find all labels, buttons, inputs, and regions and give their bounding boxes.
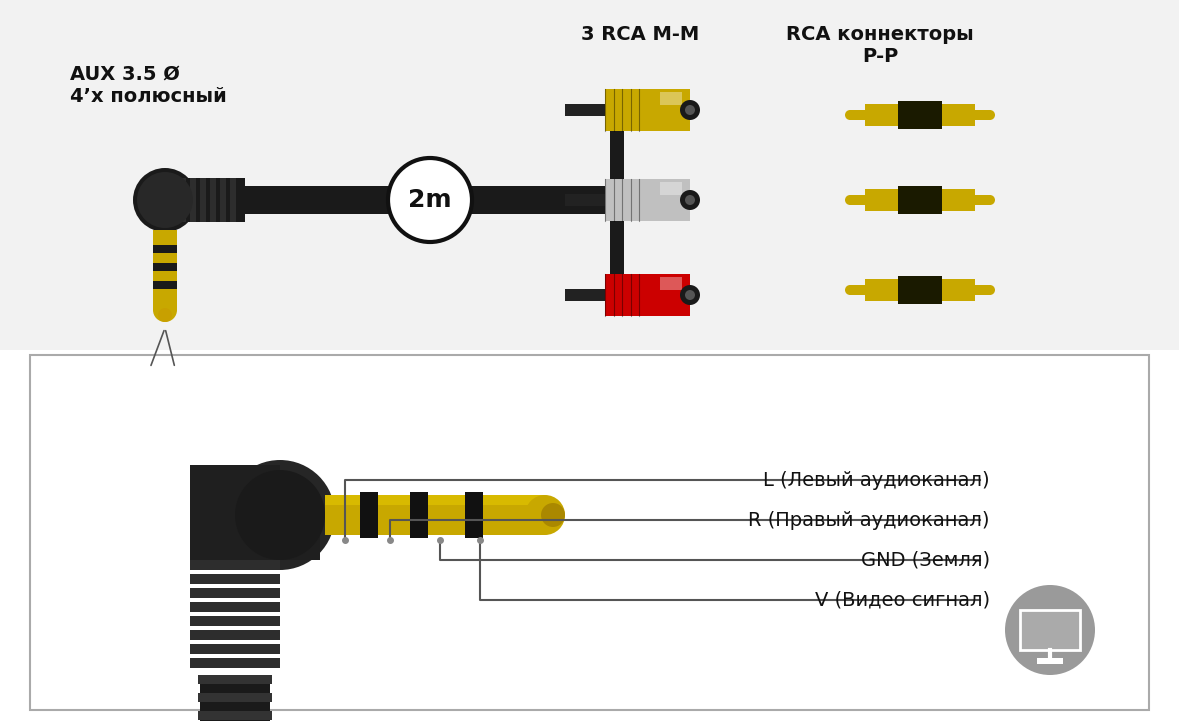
Bar xyxy=(190,658,279,668)
Bar xyxy=(190,574,279,584)
Bar xyxy=(29,355,1150,710)
Bar xyxy=(200,178,206,222)
Text: RCA коннекторы
Р-Р: RCA коннекторы Р-Р xyxy=(786,25,974,66)
Bar xyxy=(605,179,647,221)
Bar xyxy=(472,186,612,214)
Bar xyxy=(850,285,865,295)
Bar xyxy=(190,630,279,640)
Text: R (Правый аудиоканал): R (Правый аудиоканал) xyxy=(749,510,990,529)
Circle shape xyxy=(984,195,995,205)
Bar xyxy=(190,616,279,626)
Circle shape xyxy=(680,285,700,305)
Text: 2m: 2m xyxy=(408,188,452,212)
Text: GND (Земля): GND (Земля) xyxy=(861,551,990,570)
Bar xyxy=(243,186,593,214)
Bar xyxy=(465,492,483,538)
Bar xyxy=(975,195,990,205)
Bar xyxy=(200,675,270,721)
Bar xyxy=(610,105,624,305)
Bar xyxy=(170,178,176,222)
Circle shape xyxy=(685,290,694,300)
Bar xyxy=(865,104,898,126)
Bar xyxy=(610,190,680,210)
Bar xyxy=(190,588,279,598)
Text: V (Видео сигнал): V (Видео сигнал) xyxy=(815,590,990,609)
Circle shape xyxy=(541,503,565,527)
Circle shape xyxy=(845,110,855,120)
Bar xyxy=(190,644,279,654)
Bar xyxy=(210,178,216,222)
Circle shape xyxy=(685,105,694,115)
Bar xyxy=(0,0,1179,350)
Bar xyxy=(198,711,272,720)
Circle shape xyxy=(235,470,325,560)
Circle shape xyxy=(225,460,335,570)
Circle shape xyxy=(158,308,172,322)
Bar xyxy=(1020,610,1080,650)
Bar xyxy=(647,179,690,221)
Bar xyxy=(865,189,898,211)
Circle shape xyxy=(845,285,855,295)
Bar xyxy=(153,263,177,271)
Bar xyxy=(565,104,605,116)
Bar xyxy=(190,178,196,222)
Bar xyxy=(180,178,186,222)
Text: L (Левый аудиоканал): L (Левый аудиоканал) xyxy=(763,471,990,490)
Bar xyxy=(198,693,272,702)
Bar xyxy=(605,274,647,316)
Circle shape xyxy=(133,168,197,232)
Circle shape xyxy=(680,190,700,210)
Bar xyxy=(610,100,680,120)
Bar xyxy=(410,492,428,538)
Bar xyxy=(360,492,378,538)
Bar xyxy=(975,110,990,120)
Bar xyxy=(898,276,942,304)
Bar xyxy=(190,560,279,570)
Bar xyxy=(220,178,226,222)
Bar xyxy=(975,285,990,295)
Bar xyxy=(660,92,681,105)
Bar xyxy=(610,186,624,214)
Bar xyxy=(565,194,605,206)
Bar xyxy=(898,101,942,129)
Circle shape xyxy=(137,172,193,228)
Bar xyxy=(850,195,865,205)
Bar xyxy=(190,602,279,612)
Bar xyxy=(865,279,898,301)
Polygon shape xyxy=(190,465,320,560)
Bar xyxy=(1038,658,1063,664)
Bar xyxy=(153,281,177,289)
Bar xyxy=(230,178,236,222)
Bar xyxy=(660,277,681,290)
Bar xyxy=(647,274,690,316)
Bar xyxy=(165,178,245,222)
Bar xyxy=(325,495,545,535)
Bar xyxy=(605,89,647,131)
Bar xyxy=(942,279,975,301)
Circle shape xyxy=(1005,585,1095,675)
Circle shape xyxy=(388,158,472,242)
Bar xyxy=(942,189,975,211)
Bar xyxy=(660,182,681,195)
Bar xyxy=(898,186,942,214)
Bar xyxy=(942,104,975,126)
Circle shape xyxy=(525,495,565,535)
Circle shape xyxy=(685,195,694,205)
Bar xyxy=(610,285,680,305)
Circle shape xyxy=(680,100,700,120)
Bar xyxy=(153,230,177,310)
Bar xyxy=(647,89,690,131)
Text: 3 RCA M-M: 3 RCA M-M xyxy=(581,25,699,44)
Bar xyxy=(565,289,605,301)
Bar xyxy=(153,245,177,253)
Circle shape xyxy=(153,298,177,322)
Bar xyxy=(850,110,865,120)
Text: AUX 3.5 Ø
4’x полюсный: AUX 3.5 Ø 4’x полюсный xyxy=(70,65,226,106)
Circle shape xyxy=(845,195,855,205)
Circle shape xyxy=(984,110,995,120)
Bar xyxy=(198,675,272,684)
Bar xyxy=(325,495,545,505)
Circle shape xyxy=(984,285,995,295)
